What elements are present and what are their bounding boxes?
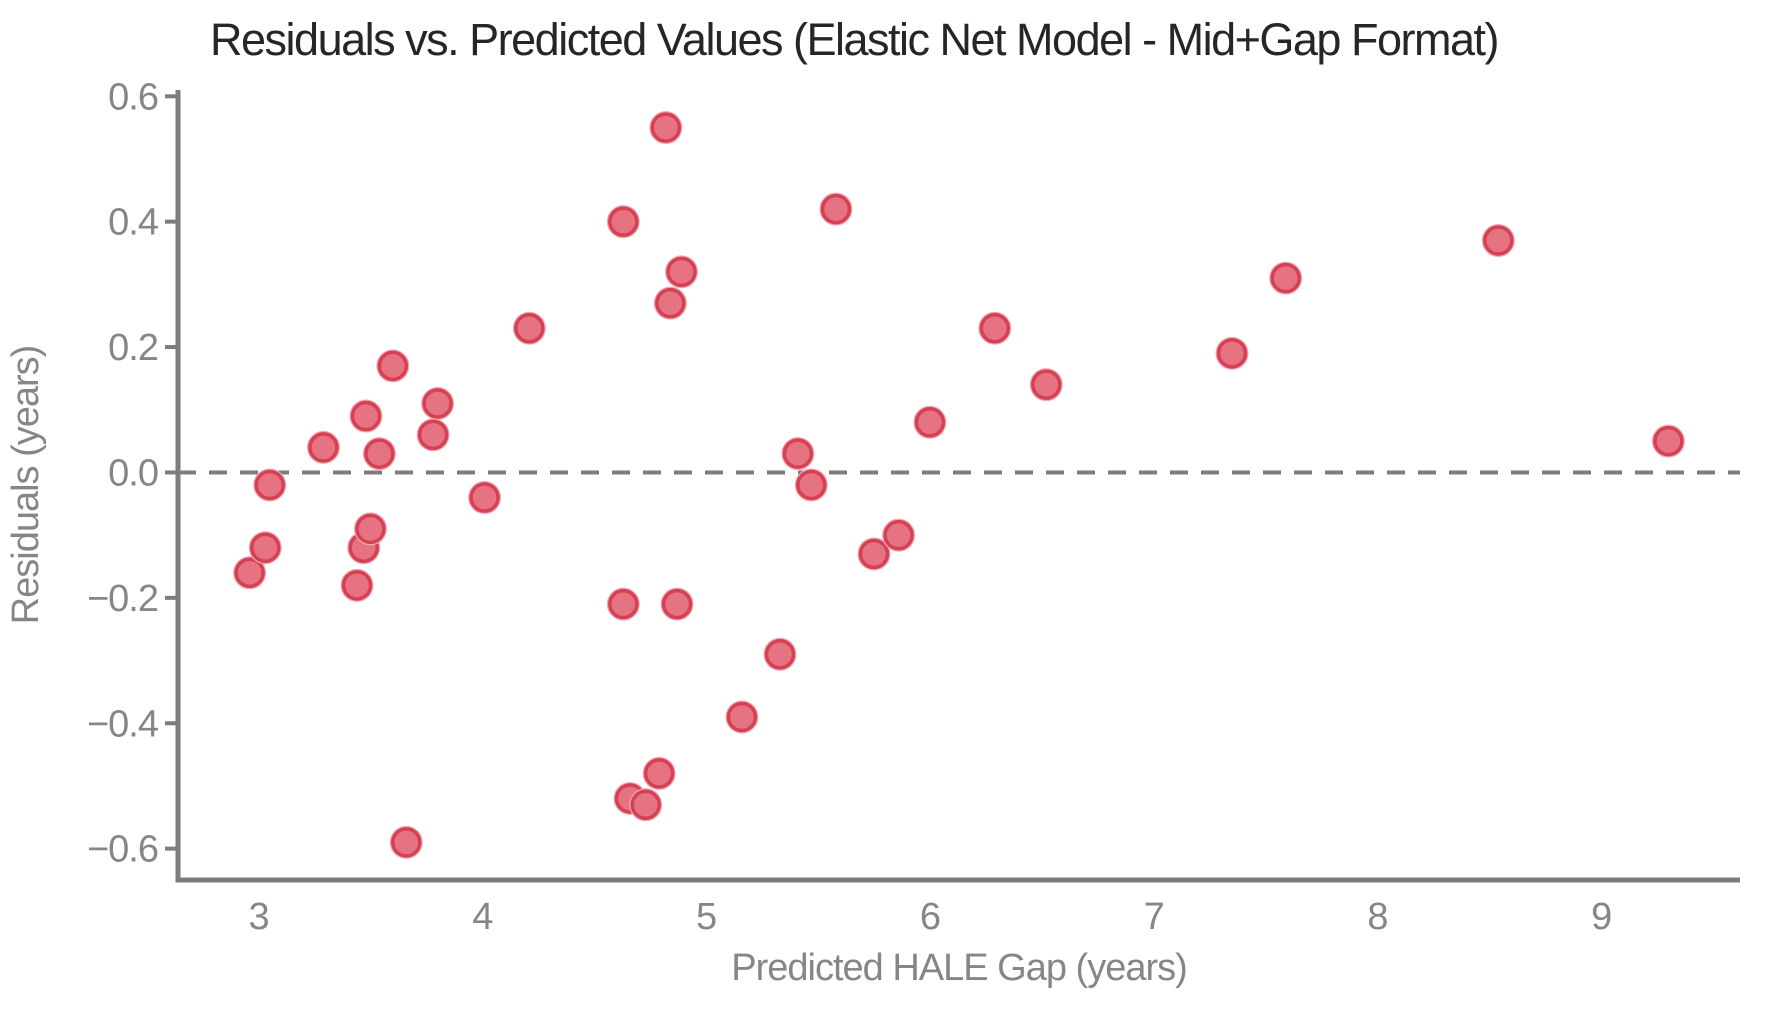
data-point-halo (763, 637, 797, 671)
data-point (782, 438, 814, 469)
data-point-halo (233, 556, 267, 590)
data-point-halo (512, 311, 546, 345)
data-point-halo (665, 255, 699, 289)
data-point-halo (642, 756, 676, 790)
data-point (1031, 369, 1062, 400)
data-point-halo (376, 349, 410, 383)
y-tick-label: 0.2 (108, 327, 158, 369)
data-point-halo (468, 481, 502, 515)
x-tick-label: 5 (696, 896, 716, 938)
data-point-halo (882, 518, 916, 552)
x-tick-label: 4 (472, 896, 493, 938)
data-point-halo (340, 568, 374, 602)
data-point (422, 388, 453, 419)
data-point (341, 570, 373, 601)
x-tick-label: 3 (248, 896, 268, 938)
data-point (883, 519, 914, 551)
data-point-halo (819, 192, 853, 226)
data-point-halo (794, 468, 828, 502)
data-point (469, 482, 500, 513)
data-point-halo (653, 286, 687, 320)
x-tick-label: 7 (1144, 896, 1164, 938)
x-tick-label: 8 (1367, 896, 1387, 938)
data-point (250, 532, 281, 563)
data-point-halo (857, 537, 891, 571)
data-point (355, 513, 386, 545)
data-point (643, 758, 675, 789)
data-point-halo (1481, 223, 1515, 257)
data-point-halo (781, 437, 815, 471)
data-point-halo (1269, 261, 1303, 295)
y-tick-label: 0.0 (108, 452, 158, 494)
data-point-halo (725, 700, 759, 734)
data-point-halo (306, 430, 340, 464)
data-point (661, 588, 693, 620)
data-point-halo (606, 587, 640, 621)
data-point (234, 557, 265, 589)
data-point (979, 313, 1011, 344)
data-point-halo (248, 531, 282, 565)
data-point (514, 313, 545, 344)
chart-title: Residuals vs. Predicted Values (Elastic … (210, 14, 1499, 65)
y-tick-label: 0.4 (108, 202, 159, 244)
x-tick-label: 9 (1591, 896, 1611, 938)
data-point-halo (913, 405, 947, 439)
y-tick-label: 0.6 (108, 76, 158, 118)
data-point (1216, 338, 1248, 369)
y-axis-title: Residuals (years) (5, 346, 47, 625)
data-point (254, 469, 286, 501)
data-point (364, 438, 395, 469)
data-point (308, 432, 339, 463)
data-point (858, 538, 890, 570)
data-point (608, 588, 639, 620)
data-point (914, 407, 946, 438)
data-point (391, 827, 422, 858)
data-point (630, 789, 661, 821)
data-point (666, 256, 697, 288)
data-point (417, 419, 449, 451)
data-point-halo (1029, 368, 1063, 402)
data-point (796, 469, 827, 501)
data-point-halo (629, 788, 663, 822)
data-point (650, 112, 682, 143)
data-point-halo (1215, 336, 1249, 370)
data-point-halo (1651, 424, 1685, 458)
x-axis-title: Predicted HALE Gap (years) (731, 947, 1187, 989)
y-tick-label: −0.4 (87, 703, 159, 745)
data-point (726, 701, 758, 733)
y-tick-label: −0.2 (87, 578, 158, 620)
data-point (350, 400, 382, 432)
data-point-halo (606, 205, 640, 239)
data-point (820, 193, 852, 225)
data-point-halo (362, 437, 396, 471)
data-point (764, 639, 796, 670)
data-point-halo (421, 386, 455, 420)
x-tick-label: 6 (920, 896, 940, 938)
y-tick-label: −0.6 (87, 829, 158, 871)
data-point (1653, 425, 1684, 457)
data-point-halo (349, 399, 383, 433)
data-point (608, 206, 639, 237)
data-point-halo (660, 587, 694, 621)
data-point-halo (389, 825, 423, 859)
data-point-halo (978, 311, 1012, 345)
data-point (1483, 225, 1514, 256)
data-point-halo (649, 111, 683, 145)
data-point (377, 350, 409, 382)
data-point-halo (353, 512, 387, 546)
data-point (655, 287, 686, 319)
data-point (1270, 262, 1301, 294)
data-point-halo (253, 468, 287, 502)
